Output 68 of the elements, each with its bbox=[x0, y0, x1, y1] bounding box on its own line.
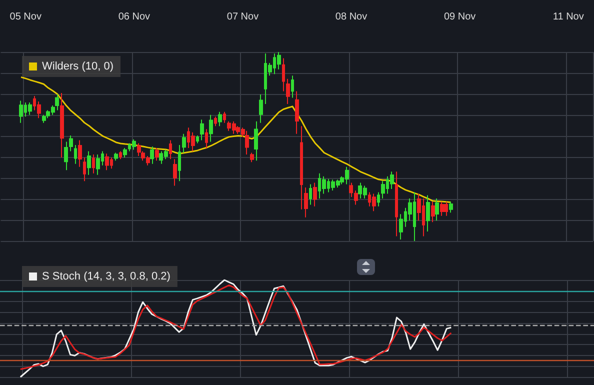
candlestick bbox=[78, 140, 82, 168]
candlestick bbox=[209, 114, 213, 142]
candlestick bbox=[313, 182, 317, 207]
candlestick bbox=[182, 133, 186, 154]
candlestick bbox=[96, 154, 100, 176]
candlestick bbox=[83, 156, 86, 182]
candlestick bbox=[200, 119, 204, 141]
candlestick bbox=[223, 111, 226, 124]
candlestick bbox=[119, 150, 122, 160]
candlestick bbox=[300, 126, 303, 210]
candlestick bbox=[259, 94, 263, 124]
candlestick bbox=[444, 201, 448, 216]
candlestick bbox=[381, 180, 385, 199]
candlestick bbox=[304, 187, 308, 218]
candlestick bbox=[64, 141, 68, 171]
candlestick bbox=[377, 192, 380, 207]
candlestick bbox=[137, 142, 141, 156]
candlestick bbox=[218, 111, 222, 127]
x-tick-label: 05 Nov bbox=[10, 12, 42, 22]
candlestick bbox=[426, 194, 430, 232]
candlestick bbox=[254, 120, 258, 162]
candlestick bbox=[178, 144, 181, 182]
candlestick bbox=[395, 171, 398, 237]
candlestick bbox=[431, 201, 435, 223]
candlestick bbox=[440, 201, 444, 216]
candlestick bbox=[19, 100, 23, 124]
candlestick bbox=[196, 135, 199, 144]
candlestick bbox=[349, 182, 353, 198]
legend-label: S Stoch (14, 3, 3, 0.8, 0.2) bbox=[42, 270, 170, 282]
candlestick bbox=[105, 153, 109, 171]
candlestick bbox=[173, 158, 177, 186]
candlestick bbox=[169, 140, 172, 160]
candlestick bbox=[245, 130, 249, 155]
candlestick bbox=[282, 58, 285, 92]
candlestick bbox=[42, 114, 46, 124]
candlestick bbox=[354, 190, 358, 206]
candlestick bbox=[191, 132, 195, 152]
candlestick bbox=[214, 116, 217, 127]
candlestick bbox=[69, 135, 73, 152]
candlestick bbox=[74, 144, 77, 164]
candlestick bbox=[155, 148, 159, 162]
candlestick bbox=[60, 92, 64, 158]
candlestick bbox=[250, 152, 254, 163]
candlestick bbox=[28, 102, 32, 116]
candlestick bbox=[286, 78, 290, 104]
candlestick bbox=[372, 193, 376, 212]
candlestick bbox=[92, 154, 95, 174]
candlestick bbox=[277, 52, 281, 70]
x-tick-label: 09 Nov bbox=[444, 12, 476, 22]
x-tick-label: 11 Nov bbox=[552, 12, 584, 22]
x-tick-label: 06 Nov bbox=[118, 12, 150, 22]
candlestick bbox=[309, 184, 312, 206]
candlestick bbox=[205, 128, 208, 149]
x-tick-label: 07 Nov bbox=[226, 12, 259, 22]
x-tick-label: 08 Nov bbox=[335, 12, 368, 22]
candlestick bbox=[132, 138, 136, 150]
candlestick bbox=[449, 201, 453, 214]
candlestick bbox=[295, 90, 299, 134]
candlestick bbox=[55, 94, 59, 111]
candlestick bbox=[390, 171, 394, 190]
candlestick bbox=[435, 198, 439, 222]
legend-label: Wilders (10, 0) bbox=[42, 60, 114, 72]
candlestick bbox=[322, 176, 326, 194]
candlestick bbox=[123, 148, 127, 158]
candlestick bbox=[114, 152, 118, 162]
candlestick bbox=[291, 75, 294, 98]
candlestick bbox=[87, 150, 91, 176]
candlestick bbox=[150, 146, 154, 164]
